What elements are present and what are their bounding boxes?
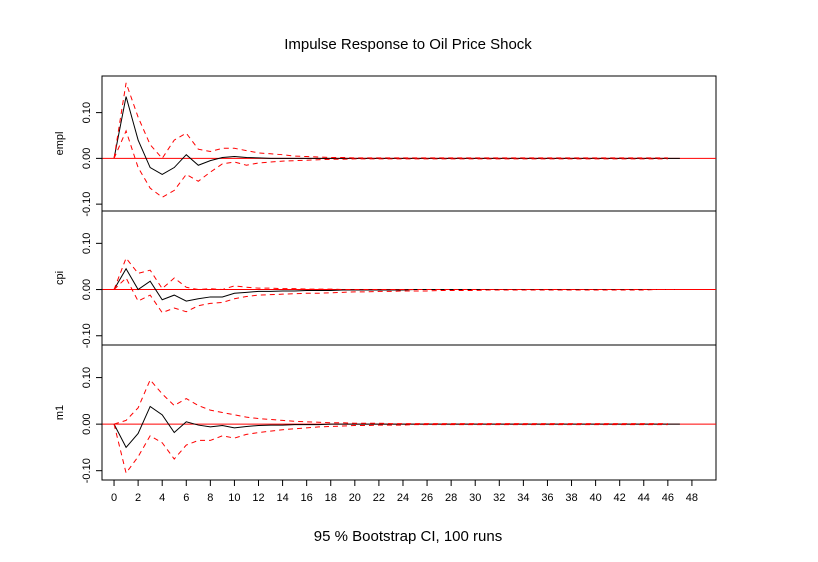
y-tick-label: -0.10 bbox=[81, 458, 93, 483]
panel-ylabel: empl bbox=[54, 132, 66, 156]
y-tick-label: 0.00 bbox=[81, 413, 93, 434]
x-tick-label: 2 bbox=[135, 492, 141, 504]
series-ci-upper-line bbox=[113, 82, 668, 160]
series-irf-line bbox=[113, 96, 680, 175]
x-tick-label: 6 bbox=[183, 492, 189, 504]
panel-frame bbox=[101, 210, 717, 346]
x-tick-label: 14 bbox=[276, 492, 288, 504]
series-ci-upper-line bbox=[113, 378, 668, 425]
x-tick-label: 28 bbox=[445, 492, 457, 504]
x-tick-label: 48 bbox=[686, 492, 698, 504]
x-tick-label: 10 bbox=[228, 492, 240, 504]
chart-title: Impulse Response to Oil Price Shock bbox=[284, 36, 532, 53]
x-tick-label: 24 bbox=[397, 492, 409, 504]
series-ci-lower-line bbox=[113, 129, 668, 198]
x-tick-label: 0 bbox=[111, 492, 117, 504]
y-tick-label: -0.10 bbox=[81, 192, 93, 217]
x-tick-label: 18 bbox=[325, 492, 337, 504]
x-tick-label: 34 bbox=[517, 492, 529, 504]
series-irf-line bbox=[113, 405, 680, 449]
x-tick-label: 40 bbox=[589, 492, 601, 504]
x-tick-label: 8 bbox=[207, 492, 213, 504]
panel-m1: -0.10 0.00 0.10 m1 bbox=[54, 344, 717, 483]
x-tick-label: 44 bbox=[638, 492, 650, 504]
x-tick-label: 30 bbox=[469, 492, 481, 504]
y-tick-label: 0.00 bbox=[81, 148, 93, 169]
series-ci-lower-line bbox=[113, 424, 668, 475]
y-tick-label: 0.10 bbox=[81, 102, 93, 123]
series-ci-upper-line bbox=[113, 257, 692, 291]
panel-ylabel: m1 bbox=[54, 405, 66, 420]
panel-ylabel: cpi bbox=[54, 271, 66, 285]
panel-frame bbox=[101, 344, 717, 481]
x-tick-label: 46 bbox=[662, 492, 674, 504]
y-tick-label: -0.10 bbox=[81, 323, 93, 348]
y-tick-label: 0.00 bbox=[81, 279, 93, 300]
x-tick-label: 16 bbox=[301, 492, 313, 504]
x-tick-label: 22 bbox=[373, 492, 385, 504]
x-tick-label: 4 bbox=[159, 492, 165, 504]
x-tick-label: 38 bbox=[565, 492, 577, 504]
y-tick-label: 0.10 bbox=[81, 233, 93, 254]
x-tick-label: 32 bbox=[493, 492, 505, 504]
x-tick-label: 36 bbox=[541, 492, 553, 504]
x-tick-label: 42 bbox=[614, 492, 626, 504]
x-tick-label: 20 bbox=[349, 492, 361, 504]
x-tick-label: 26 bbox=[421, 492, 433, 504]
y-tick-label: 0.10 bbox=[81, 367, 93, 388]
panel-empl: -0.10 0.00 0.10 empl bbox=[54, 75, 717, 217]
series-irf-line bbox=[113, 267, 680, 302]
x-tick-label: 12 bbox=[252, 492, 264, 504]
series-ci-lower-line bbox=[113, 277, 680, 314]
panel-cpi: -0.10 0.00 0.10 cpi bbox=[54, 210, 717, 348]
x-axis-label: 95 % Bootstrap CI, 100 runs bbox=[314, 528, 502, 545]
